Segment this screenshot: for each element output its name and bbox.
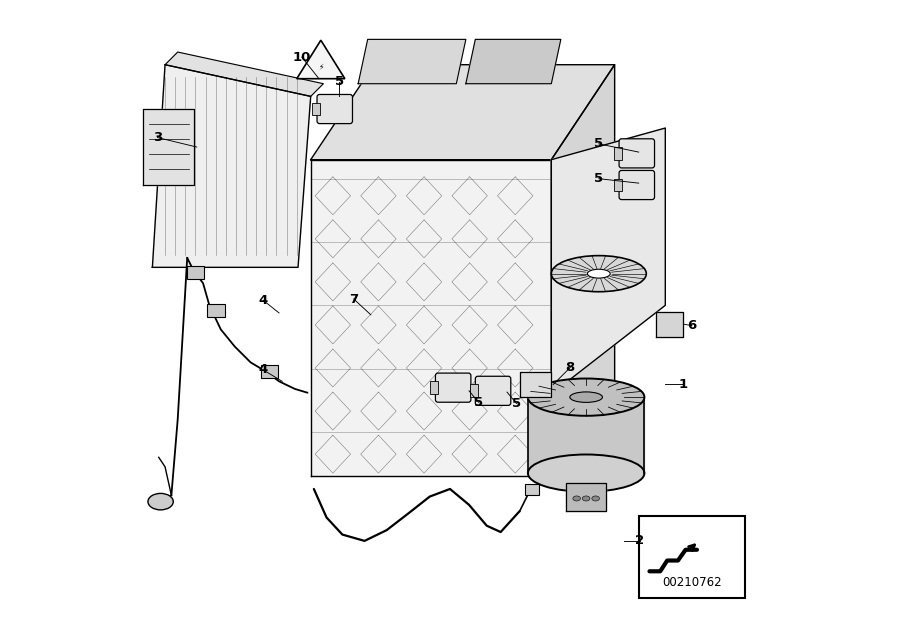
Polygon shape	[566, 483, 607, 511]
Bar	[614, 147, 622, 160]
Polygon shape	[519, 372, 552, 397]
Text: 10: 10	[292, 51, 311, 64]
Ellipse shape	[148, 494, 174, 510]
Text: 8: 8	[566, 361, 575, 374]
Ellipse shape	[572, 496, 580, 501]
Bar	[186, 266, 204, 279]
Text: 5: 5	[474, 396, 483, 409]
Bar	[525, 484, 539, 495]
Polygon shape	[297, 40, 345, 79]
Text: 5: 5	[594, 172, 603, 185]
Text: 7: 7	[349, 293, 358, 305]
Text: 4: 4	[258, 294, 268, 307]
Text: ⚡: ⚡	[318, 62, 323, 71]
Ellipse shape	[528, 378, 644, 416]
Polygon shape	[358, 39, 466, 84]
Polygon shape	[310, 65, 615, 160]
Polygon shape	[310, 160, 552, 476]
Polygon shape	[165, 52, 323, 97]
Polygon shape	[552, 128, 665, 394]
Polygon shape	[552, 65, 615, 476]
Ellipse shape	[592, 496, 599, 501]
Ellipse shape	[582, 496, 590, 501]
Polygon shape	[466, 39, 561, 84]
Ellipse shape	[528, 455, 644, 492]
Text: 1: 1	[679, 378, 688, 391]
FancyBboxPatch shape	[619, 170, 654, 200]
Polygon shape	[656, 312, 683, 337]
Bar	[207, 304, 225, 317]
Text: 5: 5	[335, 75, 344, 88]
Text: 5: 5	[512, 397, 521, 410]
Bar	[261, 365, 278, 378]
Text: 00210762: 00210762	[662, 576, 722, 589]
Text: 3: 3	[153, 131, 162, 144]
Bar	[614, 179, 622, 191]
Text: 6: 6	[688, 319, 697, 332]
FancyBboxPatch shape	[436, 373, 471, 402]
Bar	[430, 382, 438, 394]
Ellipse shape	[570, 392, 602, 403]
Ellipse shape	[552, 256, 646, 292]
Bar	[639, 516, 745, 598]
Bar	[471, 385, 478, 397]
Bar	[312, 102, 319, 115]
Polygon shape	[528, 397, 644, 473]
Text: 2: 2	[635, 534, 644, 548]
Polygon shape	[143, 109, 194, 185]
Text: 4: 4	[258, 363, 268, 377]
FancyBboxPatch shape	[619, 139, 654, 168]
FancyBboxPatch shape	[317, 95, 353, 123]
FancyBboxPatch shape	[475, 377, 511, 405]
Text: 5: 5	[594, 137, 603, 150]
Polygon shape	[152, 65, 310, 267]
Ellipse shape	[588, 269, 610, 278]
